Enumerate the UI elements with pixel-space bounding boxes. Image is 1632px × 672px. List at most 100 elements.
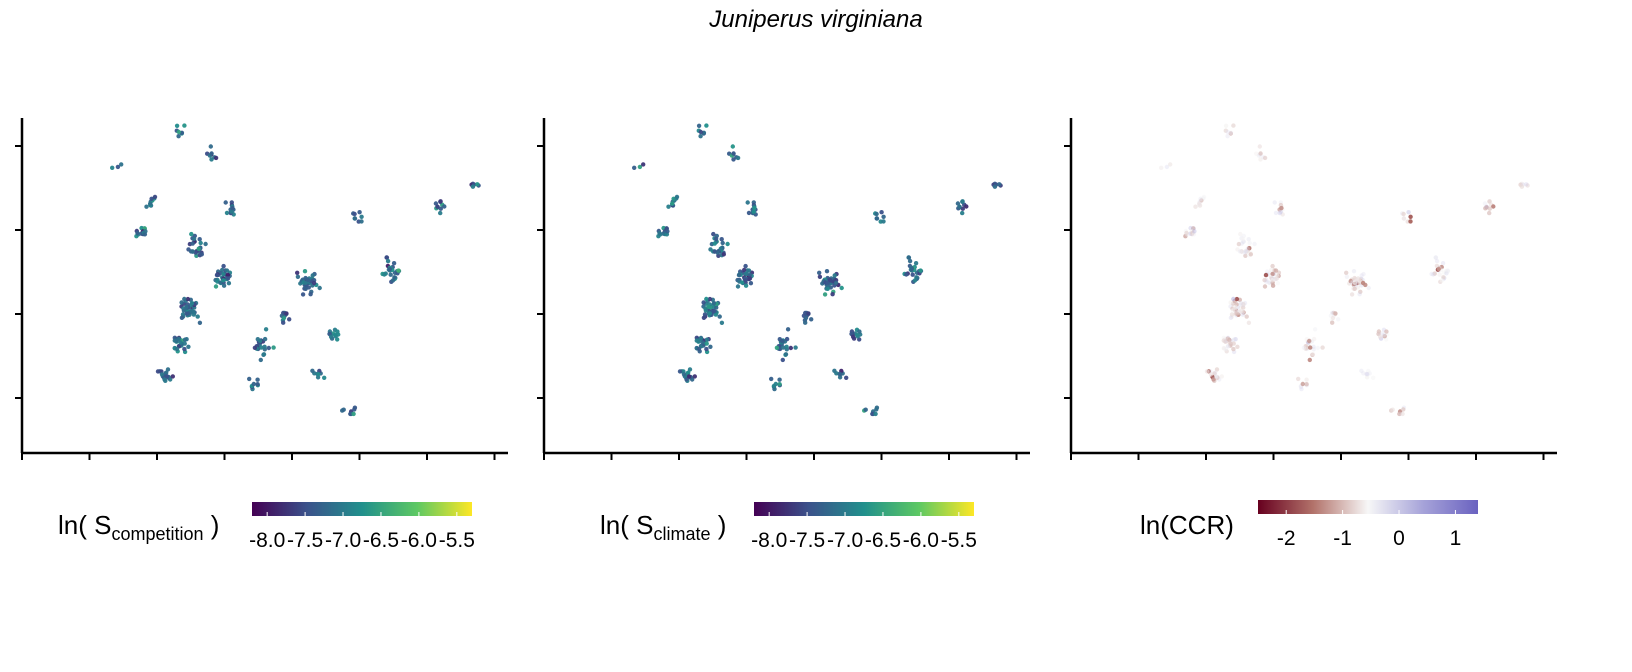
data-point — [873, 411, 878, 417]
data-point — [1262, 277, 1267, 283]
data-point — [641, 162, 646, 167]
data-point — [1400, 411, 1405, 417]
data-point — [1401, 216, 1407, 221]
data-point — [1301, 345, 1307, 350]
data-point — [189, 231, 194, 237]
data-point — [735, 155, 741, 161]
data-point — [720, 240, 725, 246]
data-point — [144, 204, 149, 209]
data-point — [1231, 337, 1237, 342]
data-point — [1241, 305, 1246, 310]
data-point — [719, 237, 724, 242]
data-point — [781, 345, 786, 350]
data-point — [191, 236, 197, 241]
legend-title-competition: ln( Scompetition ) — [58, 510, 219, 545]
data-point — [964, 204, 969, 209]
colorbar-tick-label: -1 — [1333, 527, 1352, 550]
data-point — [266, 345, 271, 351]
data-point — [1432, 271, 1437, 276]
data-point — [302, 269, 308, 274]
data-point — [830, 292, 835, 297]
data-point — [271, 345, 276, 350]
colorbar — [1258, 500, 1478, 514]
data-point — [752, 205, 757, 211]
legend-subscript: competition — [111, 524, 204, 544]
data-point — [1433, 255, 1439, 260]
data-point — [1228, 130, 1234, 135]
data-point — [671, 196, 676, 201]
panel-2: -8.0 -7.5 -7.0 -6.5 -6.0 -5.5 — [537, 118, 1030, 552]
data-point — [1215, 375, 1220, 380]
data-point — [1221, 338, 1227, 343]
data-point — [1365, 372, 1370, 377]
data-point — [1241, 301, 1246, 307]
data-point — [1401, 211, 1406, 217]
data-point — [1408, 219, 1413, 224]
data-point — [1390, 407, 1395, 412]
data-point — [1213, 374, 1219, 379]
legend-prefix: ln(CCR) — [1140, 510, 1234, 540]
data-point — [1280, 212, 1285, 217]
data-point — [255, 382, 260, 387]
data-point — [1354, 277, 1360, 283]
data-point — [1444, 271, 1449, 276]
data-point — [1308, 345, 1313, 350]
data-point — [743, 283, 749, 288]
data-point — [1359, 273, 1364, 278]
data-point — [1258, 157, 1263, 162]
data-point — [252, 345, 258, 350]
data-point — [1436, 266, 1442, 272]
data-point — [182, 123, 187, 128]
data-point — [742, 267, 747, 273]
colorbar-tick-label: -5.5 — [941, 529, 977, 552]
data-point — [1408, 214, 1413, 219]
data-point — [148, 201, 153, 206]
data-point — [694, 338, 699, 343]
data-point — [730, 144, 735, 149]
data-point — [1344, 274, 1350, 279]
data-point — [692, 374, 697, 379]
data-point — [189, 309, 195, 314]
data-point — [1296, 376, 1301, 382]
data-point — [824, 269, 830, 274]
data-point — [1366, 368, 1371, 374]
data-point — [719, 320, 725, 325]
data-point — [788, 345, 793, 351]
data-point — [1204, 369, 1210, 374]
data-point — [686, 374, 692, 379]
data-point — [879, 210, 884, 215]
data-point — [704, 337, 710, 342]
data-point — [711, 301, 717, 306]
data-point — [1364, 371, 1369, 377]
data-point — [1439, 278, 1445, 283]
data-point — [438, 210, 443, 216]
data-point — [1239, 249, 1244, 254]
data-point — [777, 377, 782, 382]
data-point — [181, 308, 187, 313]
colorbar-tick-label: -6.5 — [363, 529, 399, 552]
legend-title-ccr: ln(CCR) — [1140, 510, 1234, 545]
data-point — [793, 345, 798, 350]
data-point — [438, 206, 443, 211]
data-point — [1274, 272, 1280, 278]
data-point — [1224, 349, 1229, 354]
data-point — [287, 317, 292, 322]
data-point — [311, 280, 317, 286]
data-point — [1275, 281, 1281, 286]
data-point — [997, 182, 1002, 187]
data-point — [992, 184, 998, 189]
data-point — [1238, 309, 1244, 314]
data-point — [839, 285, 844, 291]
data-point — [769, 376, 774, 382]
data-point — [863, 407, 868, 412]
data-point — [284, 311, 289, 316]
data-point — [1487, 199, 1492, 204]
data-point — [475, 182, 480, 187]
data-point — [1225, 134, 1230, 139]
data-point — [1212, 371, 1217, 376]
data-point — [736, 272, 742, 278]
data-point — [832, 273, 837, 278]
data-point — [470, 184, 476, 189]
data-point — [1307, 338, 1312, 344]
data-point — [746, 268, 752, 273]
